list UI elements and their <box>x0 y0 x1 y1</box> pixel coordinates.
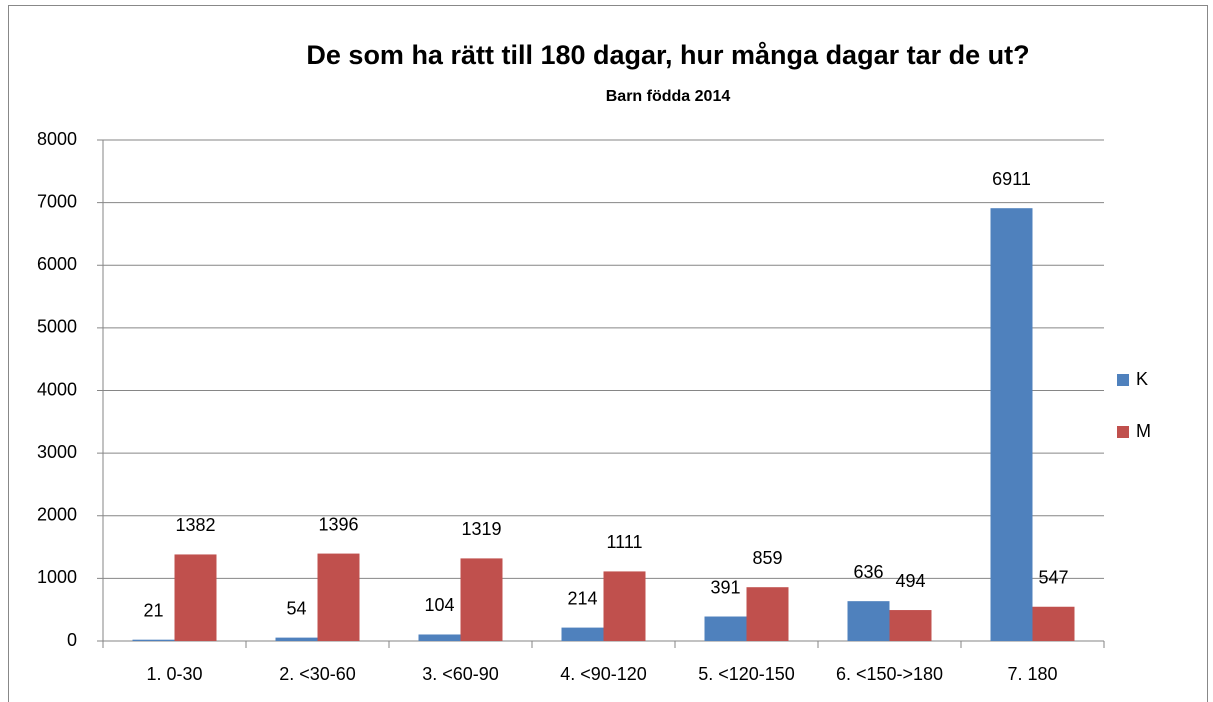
bar <box>990 208 1033 642</box>
y-tick-label: 6000 <box>37 254 77 274</box>
x-tick-label: 7. 180 <box>1007 664 1057 684</box>
y-tick-label: 2000 <box>37 505 77 525</box>
y-tick-label: 5000 <box>37 317 77 337</box>
bar <box>847 601 890 641</box>
data-label: 1382 <box>175 515 215 535</box>
bar <box>746 587 789 641</box>
bar <box>174 554 217 641</box>
bar <box>418 634 461 641</box>
bar <box>1032 606 1075 641</box>
bar <box>275 637 318 641</box>
data-label: 547 <box>1038 567 1068 587</box>
data-label: 214 <box>567 588 597 608</box>
chart-subtitle: Barn födda 2014 <box>606 88 731 105</box>
legend-label: K <box>1136 369 1148 389</box>
bar <box>460 558 503 641</box>
y-tick-label: 3000 <box>37 442 77 462</box>
bar <box>889 610 932 641</box>
data-label: 1396 <box>318 514 358 534</box>
x-tick-label: 4. <90-120 <box>560 664 647 684</box>
chart-title: De som ha rätt till 180 dagar, hur många… <box>306 40 1029 70</box>
x-tick-label: 5. <120-150 <box>698 664 795 684</box>
data-label: 104 <box>424 595 454 615</box>
y-tick-label: 1000 <box>37 567 77 587</box>
data-label: 636 <box>853 562 883 582</box>
data-label: 1111 <box>606 532 642 552</box>
legend-swatch <box>1117 426 1129 438</box>
x-tick-label: 2. <30-60 <box>279 664 356 684</box>
x-tick-label: 1. 0-30 <box>146 664 202 684</box>
x-tick-label: 6. <150->180 <box>836 664 943 684</box>
bar <box>132 639 175 641</box>
data-label: 21 <box>143 600 163 620</box>
data-label: 1319 <box>461 519 501 539</box>
data-label: 6911 <box>992 169 1031 189</box>
data-label: 391 <box>710 577 740 597</box>
y-tick-label: 7000 <box>37 191 77 211</box>
bar <box>603 571 646 641</box>
x-tick-label: 3. <60-90 <box>422 664 499 684</box>
data-label: 494 <box>895 571 925 591</box>
y-tick-label: 8000 <box>37 129 77 149</box>
data-label: 859 <box>752 548 782 568</box>
bar <box>317 553 360 641</box>
y-tick-label: 0 <box>67 630 77 650</box>
data-label: 54 <box>286 598 306 618</box>
legend-swatch <box>1117 374 1129 386</box>
bar <box>561 627 604 641</box>
y-tick-label: 4000 <box>37 379 77 399</box>
legend-label: M <box>1136 421 1151 441</box>
bar <box>704 616 747 641</box>
